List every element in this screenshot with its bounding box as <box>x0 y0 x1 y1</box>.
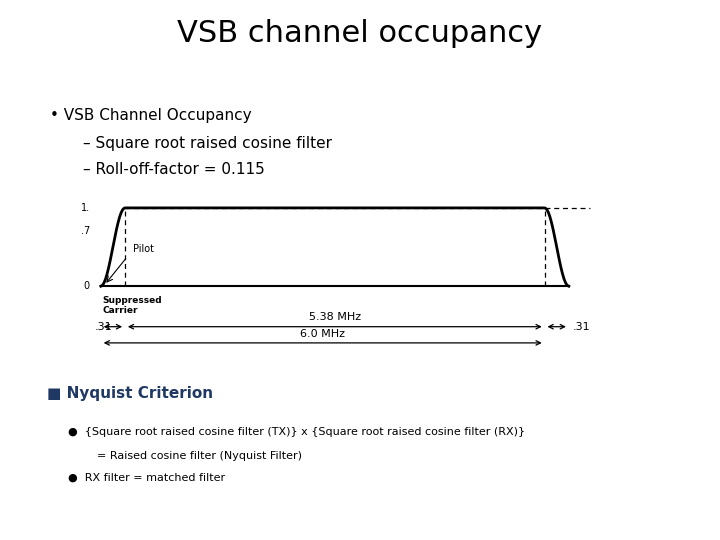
Text: ■ Nyquist Criterion: ■ Nyquist Criterion <box>47 386 213 401</box>
Text: .31: .31 <box>95 322 112 332</box>
Text: 5.38 MHz: 5.38 MHz <box>309 312 361 322</box>
Text: VSB channel occupancy: VSB channel occupancy <box>177 19 543 48</box>
Text: 0: 0 <box>84 281 90 291</box>
Text: – Roll-off-factor = 0.115: – Roll-off-factor = 0.115 <box>83 162 264 177</box>
Text: 1.: 1. <box>81 203 90 213</box>
Text: Suppressed
Carrier: Suppressed Carrier <box>102 296 162 315</box>
Text: ●  {Square root raised cosine filter (TX)} x {Square root raised cosine filter (: ● {Square root raised cosine filter (TX)… <box>68 427 526 437</box>
Text: 6.0 MHz: 6.0 MHz <box>300 328 345 339</box>
Text: = Raised cosine filter (Nyquist Filter): = Raised cosine filter (Nyquist Filter) <box>97 451 302 461</box>
Text: • VSB Channel Occupancy: • VSB Channel Occupancy <box>50 108 252 123</box>
Text: .31: .31 <box>572 322 590 332</box>
Text: ●  RX filter = matched filter: ● RX filter = matched filter <box>68 472 225 483</box>
Text: – Square root raised cosine filter: – Square root raised cosine filter <box>83 136 332 151</box>
Text: .7: .7 <box>81 226 90 237</box>
Text: Pilot: Pilot <box>133 244 154 254</box>
